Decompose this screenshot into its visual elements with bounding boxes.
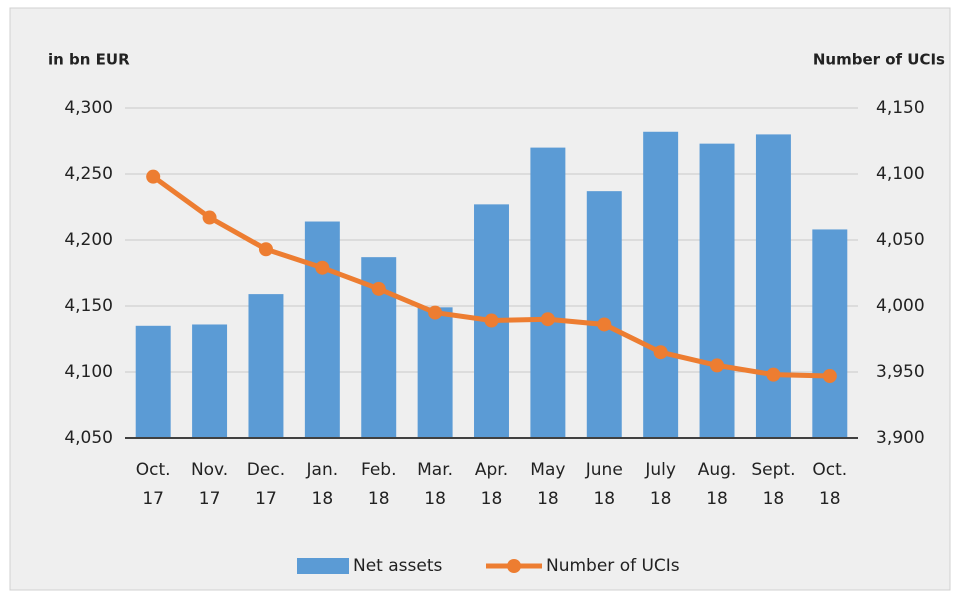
- y2-tick-label: 3,900: [876, 428, 925, 448]
- y2-tick-label: 4,050: [876, 230, 925, 250]
- y-tick-label: 4,250: [64, 164, 113, 184]
- line-marker: [822, 368, 837, 383]
- x-tick-label: May 18: [530, 460, 565, 509]
- bar: [304, 221, 340, 438]
- x-tick-label: Jan. 18: [306, 460, 339, 509]
- bar: [586, 191, 622, 438]
- y-tick-label: 4,100: [64, 362, 113, 382]
- y2-tick-label: 3,950: [876, 362, 925, 382]
- bar: [643, 131, 679, 438]
- y-tick-label: 4,300: [64, 98, 113, 118]
- y2-tick-label: 4,000: [876, 296, 925, 316]
- y-axis-label: in bn EUR: [48, 51, 130, 69]
- line-marker: [428, 305, 443, 320]
- line-marker: [766, 367, 781, 382]
- x-tick-label: Dec. 17: [247, 460, 285, 509]
- y2-tick-label: 4,150: [876, 98, 925, 118]
- bar: [135, 325, 171, 438]
- x-tick-label: Feb. 18: [361, 460, 397, 509]
- line-marker: [484, 313, 499, 328]
- line-marker: [202, 210, 217, 225]
- x-tick-label: July 18: [644, 460, 676, 509]
- line-marker: [710, 358, 725, 373]
- y-tick-label: 4,200: [64, 230, 113, 250]
- bar: [530, 147, 566, 438]
- y-tick-label: 4,150: [64, 296, 113, 316]
- x-tick-label: Sept. 18: [751, 460, 795, 509]
- legend-swatch: [507, 559, 521, 573]
- y-tick-label: 4,050: [64, 428, 113, 448]
- y2-axis-label: Number of UCIs: [813, 51, 945, 69]
- x-tick-label: Oct. 17: [136, 460, 171, 509]
- legend-label: Net assets: [353, 556, 443, 576]
- line-marker: [315, 260, 330, 275]
- x-tick-label: Aug. 18: [698, 460, 737, 509]
- line-marker: [540, 312, 555, 327]
- bar: [755, 134, 791, 438]
- bar: [699, 143, 735, 438]
- legend-label: Number of UCIs: [546, 556, 680, 576]
- bar: [417, 307, 453, 438]
- x-tick-label: Mar. 18: [417, 460, 453, 509]
- line-marker: [258, 242, 273, 257]
- line-marker: [653, 345, 668, 360]
- line-marker: [146, 169, 161, 184]
- bar: [812, 229, 848, 438]
- x-tick-label: June 18: [585, 460, 623, 509]
- line-marker: [597, 317, 612, 332]
- y2-tick-label: 4,100: [876, 164, 925, 184]
- x-tick-label: Oct. 18: [812, 460, 847, 509]
- legend-swatch: [297, 558, 349, 574]
- bar: [248, 294, 284, 438]
- line-marker: [371, 281, 386, 296]
- x-tick-label: Nov. 17: [191, 460, 228, 509]
- bar: [192, 324, 228, 438]
- x-tick-label: Apr. 18: [475, 460, 508, 509]
